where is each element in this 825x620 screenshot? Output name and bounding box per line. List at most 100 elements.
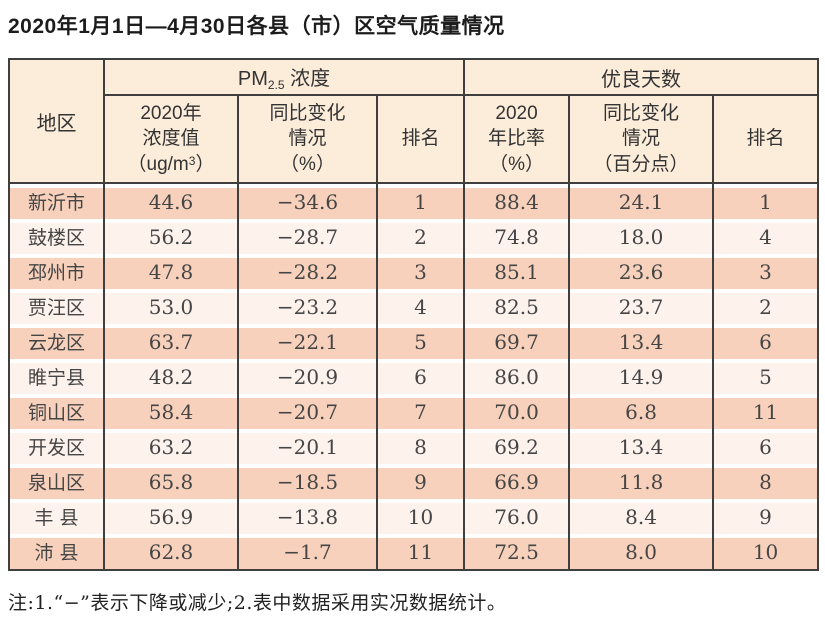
good-rank-cell: 9 <box>712 499 820 534</box>
region-cell: 沛 县 <box>8 534 105 570</box>
good-rank-cell: 6 <box>712 429 820 464</box>
pm-rank-cell: 10 <box>375 499 466 534</box>
good-change-cell: 18.0 <box>568 219 715 254</box>
pm-rank-cell: 6 <box>375 359 466 394</box>
region-cell: 新沂市 <box>8 183 105 219</box>
pm-change-cell: −23.2 <box>237 289 378 324</box>
good-ratio-cell: 72.5 <box>463 534 571 570</box>
pm-rank-cell: 4 <box>375 289 466 324</box>
header-good-change: 同比变化 情况 （百分点） <box>568 95 715 184</box>
pm-rank-cell: 5 <box>375 324 466 359</box>
table-row: 沛 县 62.8 −1.7 11 72.5 8.0 10 <box>8 534 820 570</box>
table-row: 丰 县 56.9 −13.8 10 76.0 8.4 9 <box>8 499 820 534</box>
header-good-rank: 排名 <box>712 95 820 184</box>
pm-change-cell: −13.8 <box>237 499 378 534</box>
pm-value-cell: 53.0 <box>103 289 239 324</box>
good-ratio-cell: 74.8 <box>463 219 571 254</box>
good-ratio-cell: 70.0 <box>463 394 571 429</box>
good-rank-cell: 3 <box>712 254 820 289</box>
good-change-cell: 24.1 <box>568 183 715 219</box>
pm-value-cell: 47.8 <box>103 254 239 289</box>
pm-value-cell: 63.7 <box>103 324 239 359</box>
pm-change-cell: −22.1 <box>237 324 378 359</box>
pm-change-cell: −20.7 <box>237 394 378 429</box>
pm-rank-cell: 3 <box>375 254 466 289</box>
region-cell: 铜山区 <box>8 394 105 429</box>
good-ratio-cell: 88.4 <box>463 183 571 219</box>
table-row: 贾汪区 53.0 −23.2 4 82.5 23.7 2 <box>8 289 820 324</box>
good-rank-cell: 4 <box>712 219 820 254</box>
region-cell: 丰 县 <box>8 499 105 534</box>
good-rank-cell: 11 <box>712 394 820 429</box>
good-ratio-cell: 69.7 <box>463 324 571 359</box>
good-ratio-cell: 82.5 <box>463 289 571 324</box>
pm-change-cell: −20.9 <box>237 359 378 394</box>
region-cell: 鼓楼区 <box>8 219 105 254</box>
table-row: 鼓楼区 56.2 −28.7 2 74.8 18.0 4 <box>8 219 820 254</box>
good-ratio-cell: 86.0 <box>463 359 571 394</box>
pm-value-cell: 63.2 <box>103 429 239 464</box>
table-row: 邳州市 47.8 −28.2 3 85.1 23.6 3 <box>8 254 820 289</box>
pm-change-cell: −34.6 <box>237 183 378 219</box>
pm-rank-cell: 11 <box>375 534 466 570</box>
header-pm-rank: 排名 <box>375 95 466 184</box>
region-cell: 睢宁县 <box>8 359 105 394</box>
pm-rank-cell: 1 <box>375 183 466 219</box>
pm-rank-cell: 9 <box>375 464 466 499</box>
header-region: 地区 <box>8 59 105 184</box>
pm-rank-cell: 8 <box>375 429 466 464</box>
pm-rank-cell: 2 <box>375 219 466 254</box>
good-change-cell: 11.8 <box>568 464 715 499</box>
region-cell: 云龙区 <box>8 324 105 359</box>
good-change-cell: 23.6 <box>568 254 715 289</box>
good-rank-cell: 5 <box>712 359 820 394</box>
good-rank-cell: 8 <box>712 464 820 499</box>
good-change-cell: 13.4 <box>568 324 715 359</box>
region-cell: 泉山区 <box>8 464 105 499</box>
header-good-ratio: 2020 年比率 （%） <box>463 95 571 184</box>
good-rank-cell: 2 <box>712 289 820 324</box>
good-ratio-cell: 76.0 <box>463 499 571 534</box>
pm-value-cell: 48.2 <box>103 359 239 394</box>
good-ratio-cell: 66.9 <box>463 464 571 499</box>
pm-change-cell: −1.7 <box>237 534 378 570</box>
header-group-pm25: PM2.5 浓度 <box>102 59 466 96</box>
table-row: 新沂市 44.6 −34.6 1 88.4 24.1 1 <box>8 183 820 219</box>
pm-rank-cell: 7 <box>375 394 466 429</box>
good-change-cell: 6.8 <box>568 394 715 429</box>
table-row: 云龙区 63.7 −22.1 5 69.7 13.4 6 <box>8 324 820 359</box>
table-row: 睢宁县 48.2 −20.9 6 86.0 14.9 5 <box>8 359 820 394</box>
good-change-cell: 14.9 <box>568 359 715 394</box>
pm-change-cell: −28.7 <box>237 219 378 254</box>
good-ratio-cell: 69.2 <box>463 429 571 464</box>
good-rank-cell: 10 <box>712 534 820 570</box>
table-row: 铜山区 58.4 −20.7 7 70.0 6.8 11 <box>8 394 820 429</box>
good-change-cell: 23.7 <box>568 289 715 324</box>
air-quality-table: 地区 PM2.5 浓度 优良天数 2020年 浓度值 （ug/m3） 同比变化 … <box>8 58 820 571</box>
region-cell: 贾汪区 <box>8 289 105 324</box>
pm25-label: PM2.5 浓度 <box>237 68 331 92</box>
good-change-cell: 13.4 <box>568 429 715 464</box>
pm-unit: （ug/m3） <box>127 153 215 175</box>
table-header: 地区 PM2.5 浓度 优良天数 2020年 浓度值 （ug/m3） 同比变化 … <box>8 59 820 184</box>
good-ratio-cell: 85.1 <box>463 254 571 289</box>
pm-value-cell: 58.4 <box>103 394 239 429</box>
header-group-good-days: 优良天数 <box>463 59 820 96</box>
pm-value-cell: 56.2 <box>103 219 239 254</box>
pm-value-cell: 44.6 <box>103 183 239 219</box>
good-change-cell: 8.4 <box>568 499 715 534</box>
table-row: 泉山区 65.8 −18.5 9 66.9 11.8 8 <box>8 464 820 499</box>
header-pm-change: 同比变化 情况 （%） <box>237 95 378 184</box>
header-pm-value: 2020年 浓度值 （ug/m3） <box>103 95 239 184</box>
good-change-cell: 8.0 <box>568 534 715 570</box>
region-cell: 开发区 <box>8 429 105 464</box>
good-rank-cell: 1 <box>712 183 820 219</box>
good-rank-cell: 6 <box>712 324 820 359</box>
page-title: 2020年1月1日—4月30日各县（市）区空气质量情况 <box>8 15 505 38</box>
pm-change-cell: −18.5 <box>237 464 378 499</box>
table-body: 新沂市 44.6 −34.6 1 88.4 24.1 1 鼓楼区 56.2 −28.7 2 74.8 1… <box>8 183 820 570</box>
pm-value-cell: 62.8 <box>103 534 239 570</box>
footnote: 注:1.“−”表示下降或减少;2.表中数据采用实况数据统计。 <box>8 592 507 614</box>
pm-value-cell: 56.9 <box>103 499 239 534</box>
